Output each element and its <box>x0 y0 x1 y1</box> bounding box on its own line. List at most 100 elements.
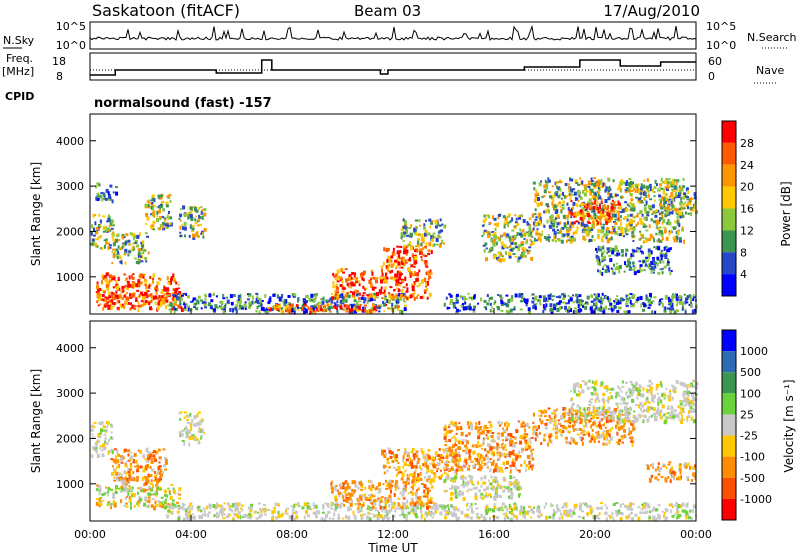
scatter-cell <box>244 304 247 308</box>
scatter-cell <box>258 503 261 505</box>
scatter-cell <box>514 227 517 229</box>
scatter-cell <box>531 294 533 296</box>
scatter-cell <box>137 487 139 489</box>
scatter-cell <box>401 280 404 282</box>
scatter-cell <box>666 209 669 212</box>
scatter-cell <box>349 309 352 313</box>
scatter-cell <box>185 416 187 418</box>
scatter-cell <box>421 242 423 246</box>
scatter-cell <box>189 503 191 507</box>
scatter-cell <box>664 307 666 310</box>
scatter-cell <box>388 300 391 304</box>
scatter-cell <box>454 510 456 512</box>
scatter-cell <box>594 200 596 202</box>
scatter-cell <box>626 295 628 298</box>
scatter-cell <box>111 262 113 264</box>
scatter-cell <box>613 179 615 182</box>
scatter-cell <box>115 460 117 464</box>
scatter-cell <box>638 239 641 241</box>
scatter-cell <box>671 208 673 210</box>
scatter-cell <box>672 190 675 192</box>
beam-title: Beam 03 <box>354 2 421 20</box>
scatter-cell <box>559 193 562 195</box>
scatter-cell <box>101 282 103 285</box>
scatter-cell <box>619 207 622 210</box>
scatter-cell <box>141 300 144 302</box>
scatter-cell <box>514 235 517 239</box>
scatter-cell <box>673 294 676 298</box>
scatter-cell <box>137 308 139 312</box>
scatter-cell <box>565 502 567 506</box>
scatter-cell <box>160 224 162 228</box>
scatter-cell <box>101 421 104 425</box>
scatter-cell <box>121 474 123 477</box>
scatter-cell <box>355 277 358 281</box>
scatter-cell <box>263 504 266 506</box>
scatter-cell <box>224 513 226 515</box>
scatter-cell <box>124 470 126 474</box>
scatter-cell <box>616 513 618 517</box>
scatter-cell <box>629 267 632 270</box>
scatter-cell <box>125 497 127 500</box>
scatter-cell <box>671 270 673 272</box>
scatter-cell <box>444 505 447 508</box>
scatter-cell <box>116 466 119 469</box>
scatter-cell <box>101 493 104 496</box>
scatter-cell <box>409 473 412 476</box>
scatter-cell <box>105 279 108 282</box>
scatter-cell <box>183 442 185 446</box>
scatter-cell <box>533 182 536 185</box>
scatter-cell <box>526 250 528 252</box>
scatter-cell <box>541 196 543 198</box>
scatter-cell <box>582 212 584 215</box>
scatter-cell <box>497 237 499 240</box>
scatter-cell <box>647 264 649 268</box>
scatter-cell <box>406 500 408 504</box>
scatter-cell <box>634 271 637 275</box>
scatter-cell <box>336 485 338 487</box>
scatter-cell <box>180 298 183 300</box>
scatter-cell <box>530 517 532 519</box>
scatter-cell <box>557 222 560 225</box>
scatter-cell <box>590 508 593 510</box>
scatter-cell <box>197 413 199 417</box>
scatter-cell <box>348 295 351 298</box>
scatter-cell <box>649 293 652 297</box>
scatter-cell <box>583 231 586 233</box>
scatter-cell <box>137 261 140 264</box>
scatter-cell <box>403 464 405 466</box>
scatter-cell <box>91 454 93 458</box>
scatter-cell <box>364 305 367 307</box>
cpid-text: normalsound (fast) -157 <box>94 96 272 111</box>
scatter-cell <box>618 213 620 217</box>
scatter-cell <box>225 303 227 305</box>
scatter-cell <box>513 309 516 311</box>
scatter-cell <box>125 462 127 464</box>
scatter-cell <box>381 297 383 299</box>
scatter-cell <box>176 295 178 297</box>
scatter-cell <box>188 443 190 447</box>
scatter-cell <box>110 436 112 439</box>
scatter-cell <box>584 224 586 228</box>
scatter-cell <box>587 296 590 300</box>
scatter-cell <box>687 202 690 204</box>
scatter-cell <box>346 499 349 503</box>
scatter-cell <box>597 229 600 233</box>
scatter-cell <box>520 506 523 509</box>
scatter-cell <box>593 177 596 179</box>
scatter-cell <box>386 265 388 268</box>
scatter-cell <box>200 233 202 235</box>
scatter-cell <box>518 295 521 298</box>
scatter-cell <box>485 257 488 261</box>
scatter-cell <box>307 514 310 517</box>
scatter-cell <box>579 503 582 506</box>
scatter-cell <box>675 192 677 196</box>
scatter-cell <box>645 263 647 266</box>
scatter-cell <box>565 302 567 304</box>
scatter-cell <box>367 296 369 300</box>
scatter-cell <box>599 301 602 303</box>
scatter-cell <box>596 183 599 187</box>
scatter-cell <box>565 510 568 513</box>
scatter-cell <box>433 502 435 504</box>
scatter-cell <box>663 190 665 193</box>
